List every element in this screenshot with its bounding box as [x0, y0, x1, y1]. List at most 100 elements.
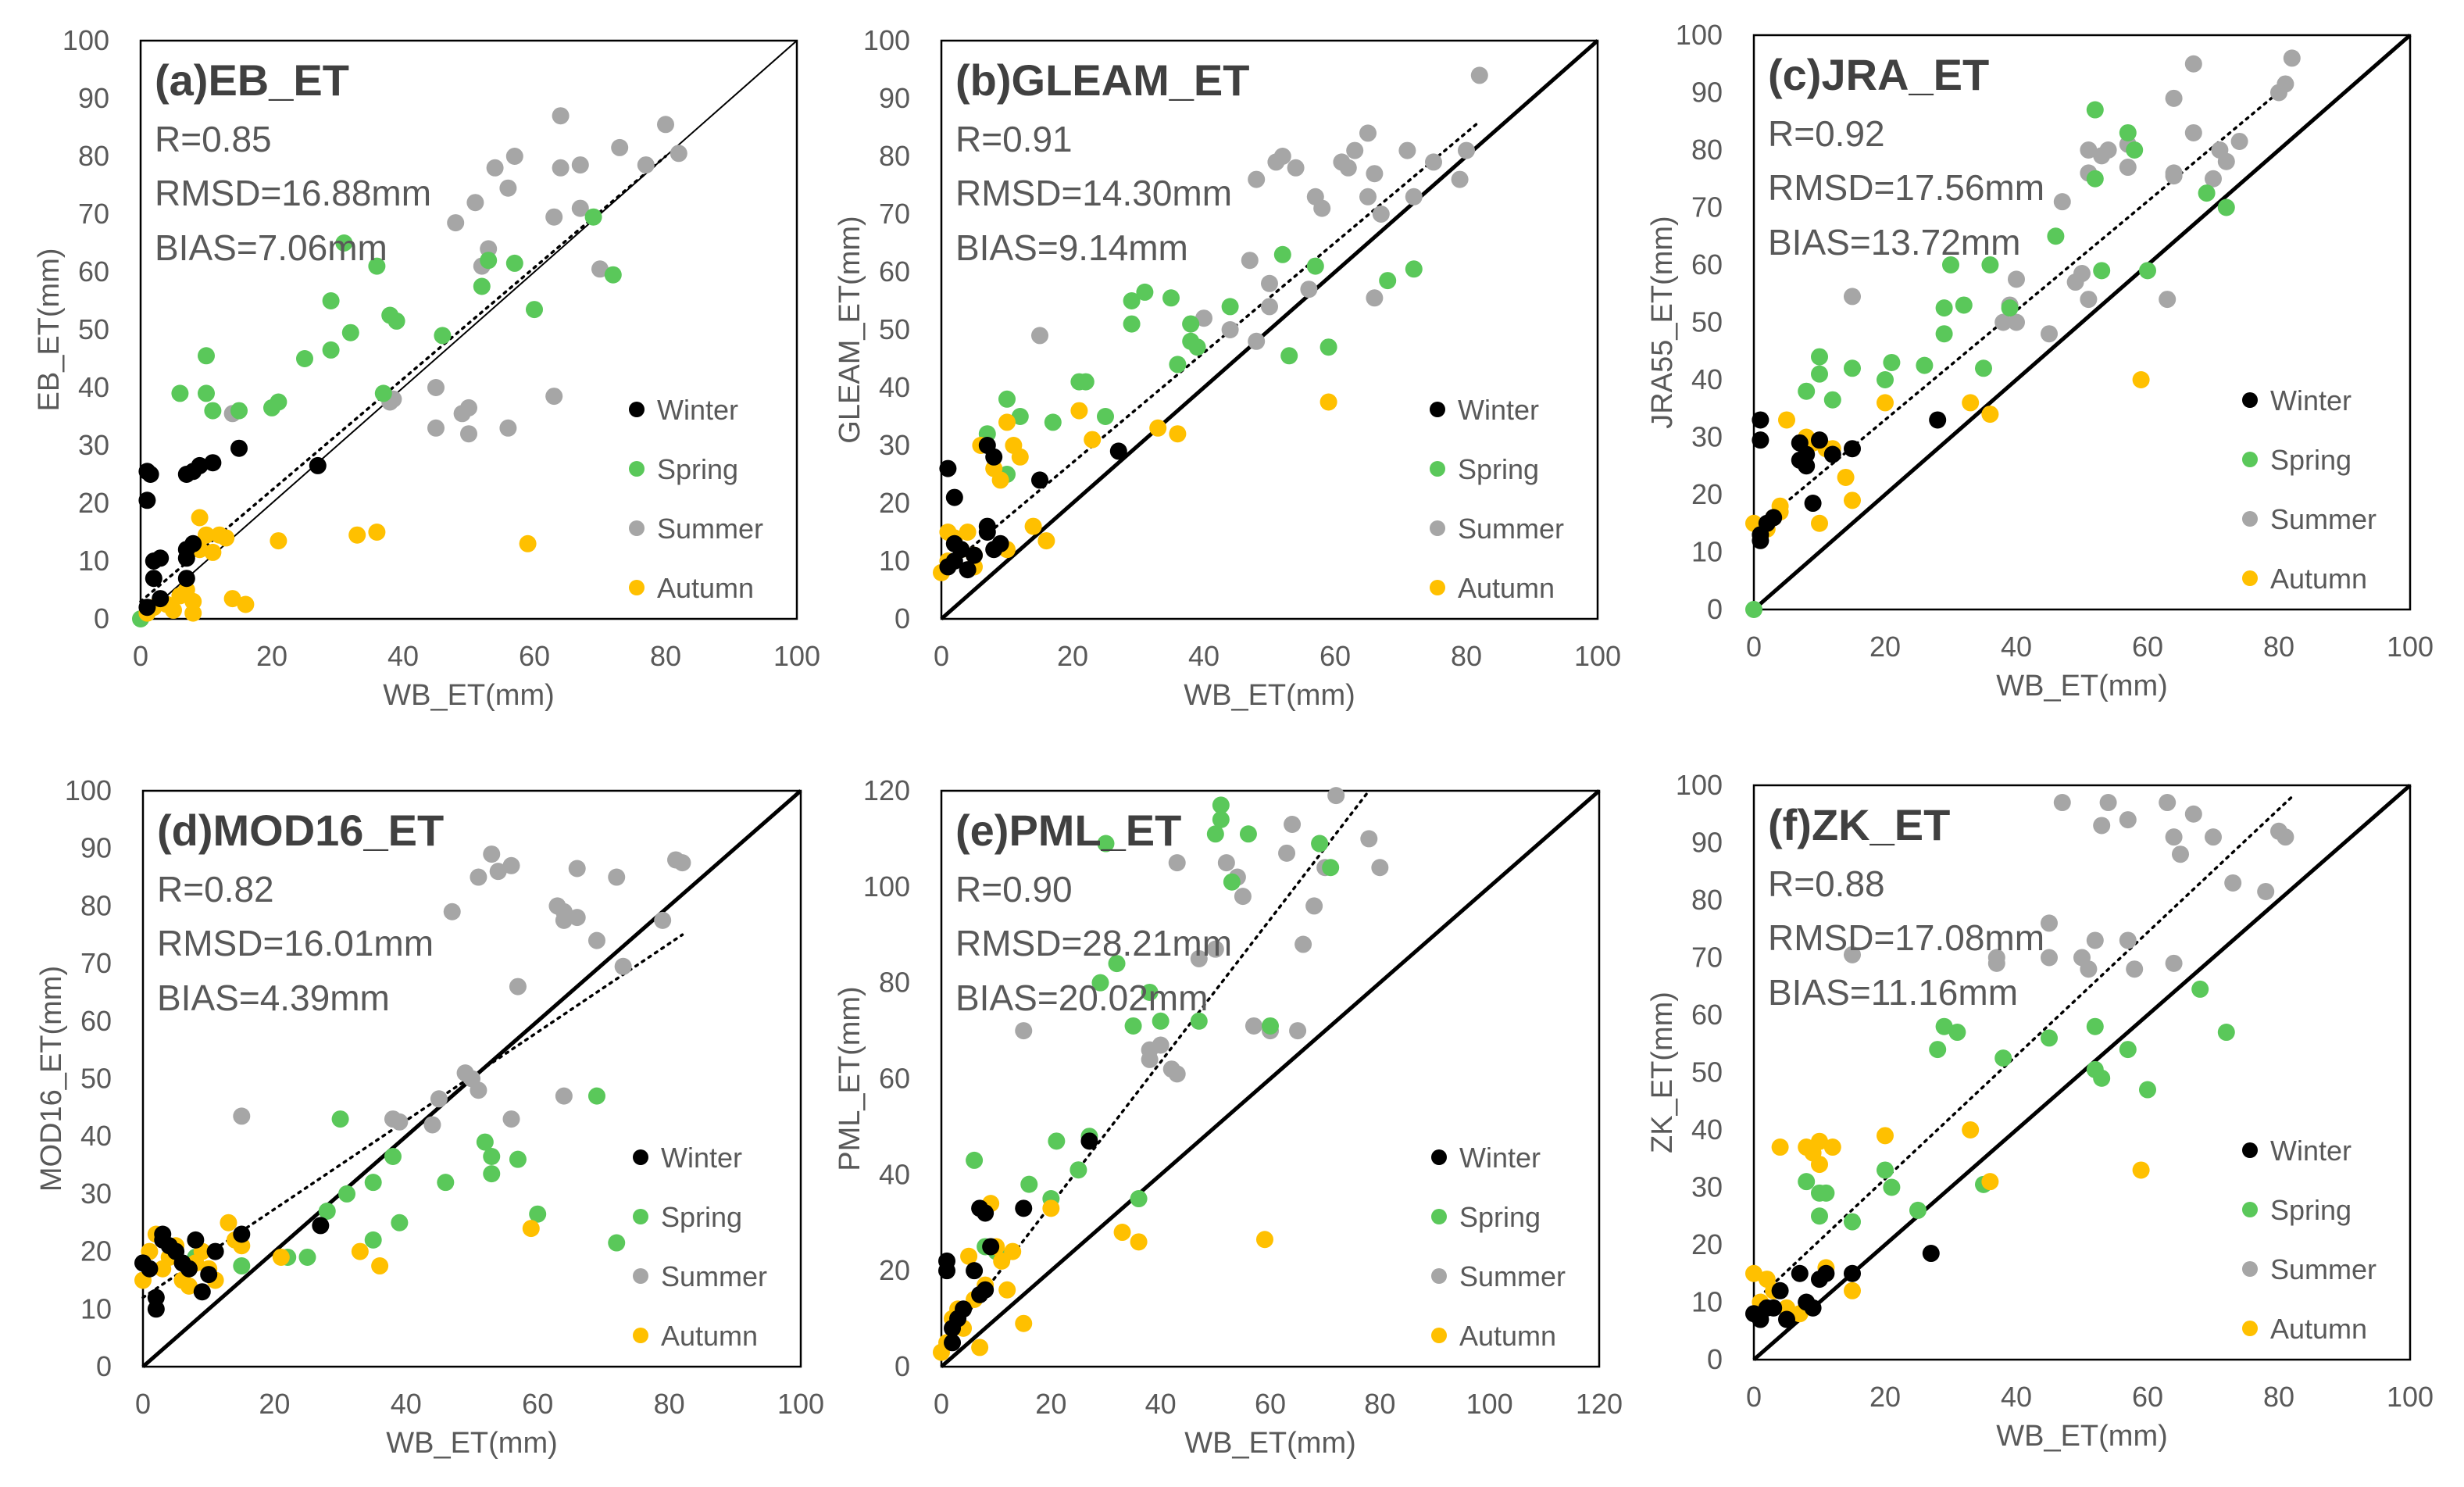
data-point-autumn: [198, 526, 215, 544]
y-tick-label: 0: [96, 1350, 112, 1382]
legend-label-winter: Winter: [2270, 384, 2352, 416]
data-point-spring: [1190, 1012, 1208, 1030]
data-point-autumn: [180, 1277, 198, 1295]
x-tick-label: 0: [934, 640, 949, 672]
data-point-winter: [966, 1262, 984, 1280]
data-point-autumn: [1042, 1199, 1060, 1217]
data-point-spring: [2093, 1069, 2111, 1087]
legend-marker-winter: [1431, 1149, 1447, 1165]
y-tick-label: 40: [879, 1158, 910, 1190]
data-point-spring: [1221, 298, 1239, 316]
x-tick-label: 20: [1035, 1388, 1066, 1420]
data-point-spring: [318, 1203, 336, 1221]
data-point-summer: [1405, 188, 1423, 206]
data-point-autumn: [220, 1214, 237, 1231]
data-point-spring: [966, 1151, 984, 1169]
data-point-summer: [1244, 1017, 1262, 1035]
data-point-summer: [499, 179, 517, 197]
x-tick-label: 0: [934, 1388, 949, 1420]
data-point-spring: [473, 277, 491, 295]
data-point-spring: [1169, 356, 1187, 374]
x-tick-label: 40: [2001, 631, 2032, 663]
data-point-summer: [2184, 123, 2202, 141]
data-point-autumn: [1823, 1138, 1841, 1156]
data-point-winter: [1922, 1245, 1940, 1263]
data-point-summer: [2119, 811, 2137, 829]
data-point-summer: [1313, 199, 1331, 217]
x-tick-label: 60: [1319, 640, 1351, 672]
data-point-summer: [1015, 1022, 1033, 1040]
y-tick-label: 100: [863, 870, 910, 903]
data-point-spring: [1844, 359, 1861, 377]
data-point-spring: [1097, 835, 1115, 853]
data-point-autumn: [351, 1242, 369, 1260]
y-tick-label: 40: [879, 371, 910, 403]
legend-label-summer: Summer: [661, 1260, 767, 1292]
data-point-autumn: [1169, 425, 1187, 443]
data-point-spring: [1811, 365, 1828, 383]
data-point-summer: [1360, 830, 1378, 848]
series-winter: [938, 1132, 1098, 1352]
data-point-summer: [466, 194, 484, 212]
data-point-spring: [1935, 325, 1953, 343]
data-point-spring: [2139, 1081, 2156, 1099]
data-point-summer: [1844, 288, 1861, 306]
chart-panel-3: 0 20 40 60 80 100 0 10 20 30 40 50 60 70 80 90 100 WB_ET(…: [1646, 19, 2434, 702]
data-point-autumn: [519, 534, 537, 552]
legend-marker-winter: [1430, 402, 1445, 417]
data-point-autumn: [1011, 448, 1029, 466]
data-point-autumn: [998, 413, 1016, 431]
data-point-winter: [152, 590, 170, 608]
data-point-spring: [1130, 1190, 1148, 1208]
y-tick-label: 10: [879, 545, 910, 577]
data-point-autumn: [971, 1339, 989, 1357]
data-point-summer: [2126, 960, 2144, 978]
x-tick-label: 80: [654, 1388, 685, 1420]
data-point-autumn: [368, 524, 386, 541]
y-tick-label: 40: [1691, 1113, 1723, 1146]
data-point-spring: [476, 1133, 494, 1151]
legend-label-winter: Winter: [1458, 394, 1539, 426]
legend-label-autumn: Autumn: [2270, 563, 2367, 595]
data-point-spring: [1048, 1132, 1066, 1150]
y-tick-label: 10: [78, 545, 109, 577]
data-point-summer: [1366, 165, 1384, 183]
data-point-summer: [1371, 859, 1389, 877]
data-point-spring: [604, 266, 622, 284]
y-tick-label: 90: [1691, 827, 1723, 859]
data-point-winter: [233, 1225, 251, 1243]
data-point-summer: [2165, 164, 2183, 182]
data-point-summer: [2119, 931, 2137, 949]
legend-marker-spring: [2242, 452, 2258, 467]
data-point-autumn: [165, 601, 182, 619]
data-point-summer: [555, 903, 573, 920]
data-point-spring: [391, 1214, 409, 1231]
data-point-summer: [1234, 888, 1252, 906]
data-point-spring: [1798, 382, 1816, 400]
y-tick-label: 20: [879, 487, 910, 519]
x-tick-label: 0: [1746, 1381, 1762, 1413]
data-point-spring: [341, 323, 359, 341]
y-tick-label: 80: [1691, 134, 1723, 166]
legend-label-summer: Summer: [1458, 513, 1564, 545]
x-tick-label: 20: [1869, 1381, 1901, 1413]
data-point-spring: [2093, 262, 2111, 280]
legend-label-spring: Spring: [661, 1201, 742, 1233]
x-tick-label: 40: [1145, 1388, 1177, 1420]
data-point-summer: [545, 388, 563, 406]
data-point-summer: [1168, 854, 1186, 872]
legend-label-winter: Winter: [1459, 1142, 1541, 1174]
data-point-summer: [2205, 828, 2222, 846]
data-point-summer: [1261, 274, 1278, 292]
data-point-spring: [384, 1147, 402, 1165]
data-point-summer: [1031, 327, 1048, 345]
data-point-autumn: [959, 524, 977, 541]
y-tick-label: 0: [895, 602, 910, 634]
data-point-summer: [1359, 188, 1377, 206]
y-tick-label: 0: [94, 602, 109, 634]
data-point-winter: [1817, 1264, 1835, 1282]
legend-marker-spring: [1431, 1209, 1447, 1224]
data-point-winter: [939, 459, 957, 477]
stat-rmsd: RMSD=14.30mm: [955, 173, 1232, 213]
legend-marker-winter: [633, 1149, 648, 1165]
